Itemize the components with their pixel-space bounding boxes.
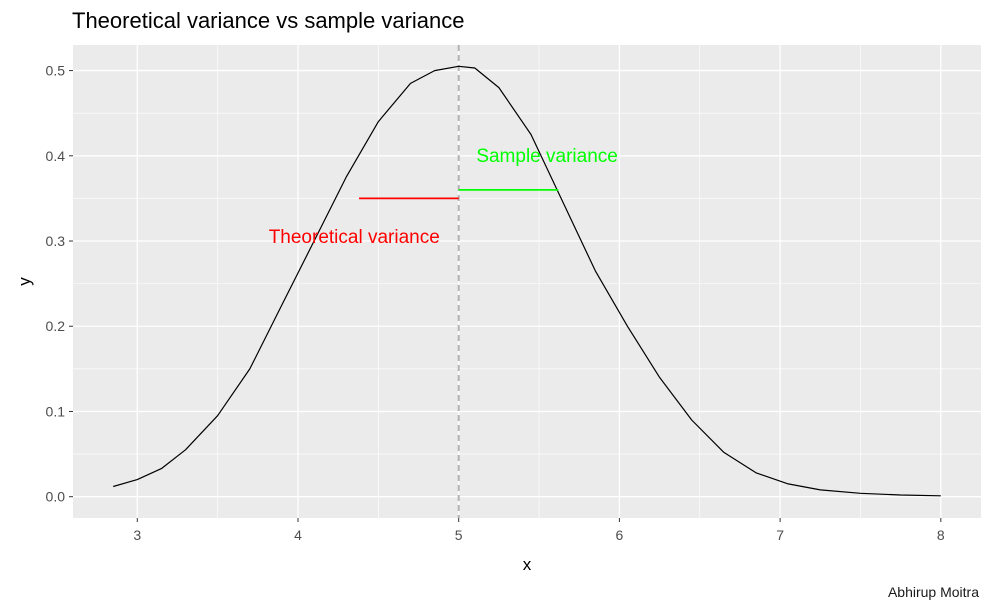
x-tick-label: 7: [776, 527, 784, 543]
plot-panel: [73, 45, 981, 518]
x-tick-label: 3: [133, 527, 141, 543]
x-tick-label: 5: [455, 527, 463, 543]
y-tick-label: 0.2: [46, 318, 66, 334]
y-tick-label: 0.1: [46, 403, 66, 419]
y-tick-label: 0.4: [46, 148, 66, 164]
y-tick-label: 0.3: [46, 233, 66, 249]
x-axis-label: x: [523, 555, 532, 574]
variance-label: Theoretical variance: [269, 227, 440, 248]
x-tick-label: 4: [294, 527, 302, 543]
y-tick-label: 0.5: [46, 63, 66, 79]
chart-caption: Abhirup Moitra: [888, 584, 979, 600]
variance-label: Sample variance: [476, 146, 618, 167]
x-tick-label: 8: [937, 527, 945, 543]
y-tick-label: 0.0: [46, 489, 66, 505]
x-tick-label: 6: [616, 527, 624, 543]
y-axis-label: y: [15, 277, 34, 286]
